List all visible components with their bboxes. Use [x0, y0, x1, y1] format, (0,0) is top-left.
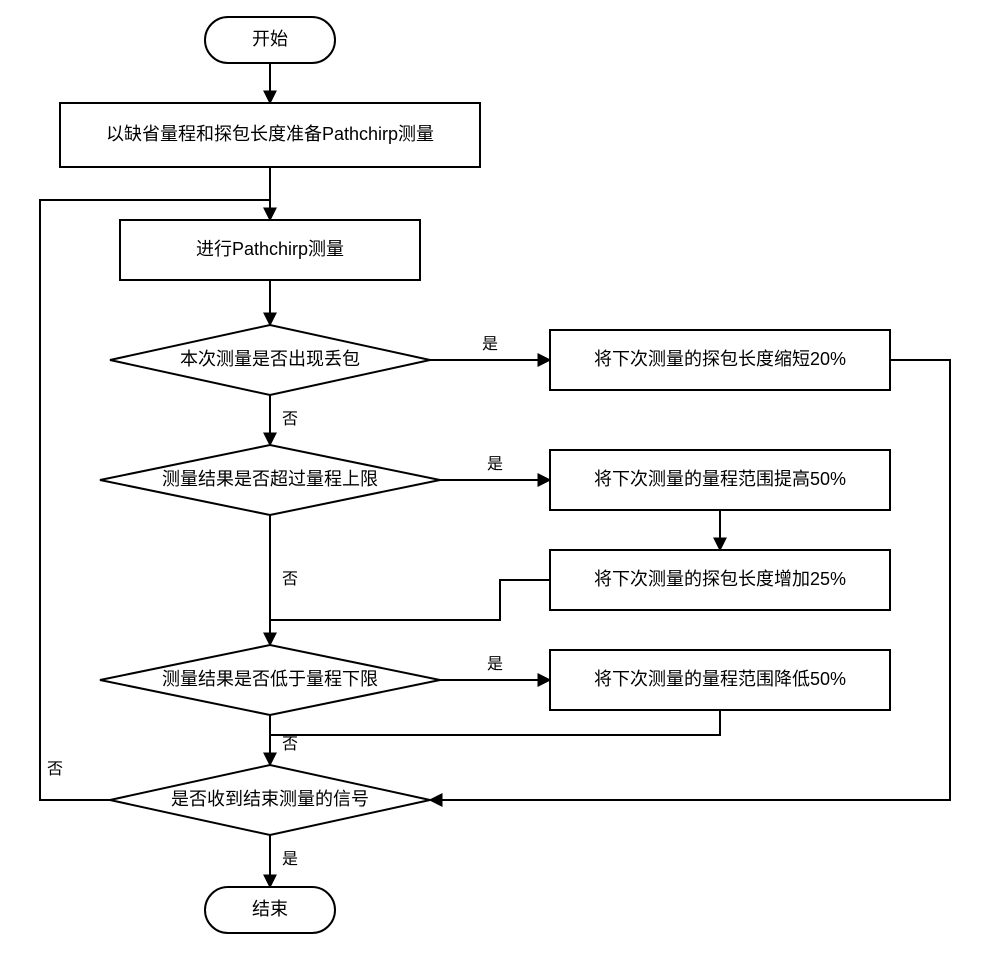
- node-init: 以缺省量程和探包长度准备Pathchirp测量: [60, 103, 480, 167]
- node-label: 将下次测量的量程范围降低50%: [594, 669, 846, 689]
- edge-label: 是: [487, 456, 503, 473]
- node-end: 结束: [205, 887, 335, 933]
- edge-label: 否: [47, 761, 63, 778]
- node-label: 将下次测量的探包长度缩短20%: [594, 349, 846, 369]
- node-a2: 将下次测量的量程范围提高50%: [550, 450, 890, 510]
- edge-label: 否: [282, 736, 298, 753]
- node-d3: 测量结果是否低于量程下限: [100, 645, 440, 715]
- node-label: 是否收到结束测量的信号: [171, 789, 369, 809]
- node-a1: 将下次测量的探包长度缩短20%: [550, 330, 890, 390]
- node-a4: 将下次测量的量程范围降低50%: [550, 650, 890, 710]
- node-label: 结束: [252, 899, 288, 919]
- edge-label: 否: [282, 411, 298, 428]
- edge-label: 是: [282, 851, 298, 868]
- edge-label: 否: [282, 571, 298, 588]
- nodes-layer: 开始以缺省量程和探包长度准备Pathchirp测量进行Pathchirp测量本次…: [60, 17, 890, 933]
- node-label: 以缺省量程和探包长度准备Pathchirp测量: [106, 124, 434, 144]
- edge-label: 是: [482, 336, 498, 353]
- node-label: 本次测量是否出现丢包: [180, 349, 360, 369]
- node-label: 将下次测量的量程范围提高50%: [594, 469, 846, 489]
- node-d2: 测量结果是否超过量程上限: [100, 445, 440, 515]
- edge: [270, 580, 550, 620]
- node-label: 测量结果是否超过量程上限: [162, 469, 378, 489]
- node-label: 将下次测量的探包长度增加25%: [594, 569, 846, 589]
- node-d1: 本次测量是否出现丢包: [110, 325, 430, 395]
- node-measure: 进行Pathchirp测量: [120, 220, 420, 280]
- flowchart-svg: 是否是否是否是否开始以缺省量程和探包长度准备Pathchirp测量进行Pathc…: [0, 0, 1000, 973]
- node-start: 开始: [205, 17, 335, 63]
- node-label: 开始: [252, 29, 288, 49]
- edge: [270, 710, 720, 735]
- edge-label: 是: [487, 656, 503, 673]
- node-d4: 是否收到结束测量的信号: [110, 765, 430, 835]
- node-label: 测量结果是否低于量程下限: [162, 669, 378, 689]
- node-a3: 将下次测量的探包长度增加25%: [550, 550, 890, 610]
- node-label: 进行Pathchirp测量: [196, 239, 344, 259]
